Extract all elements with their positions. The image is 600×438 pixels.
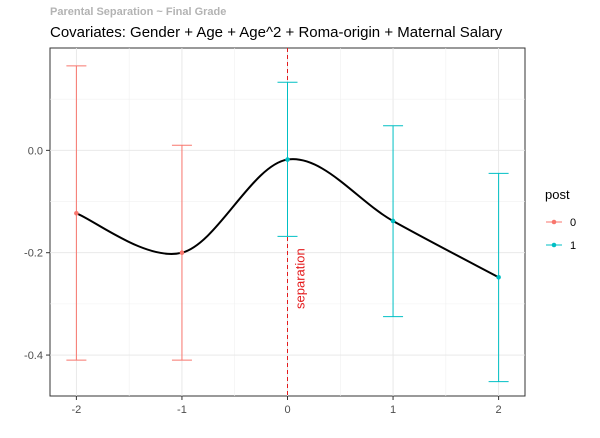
y-tick-label: -0.4: [24, 350, 43, 362]
separation-label: separation: [293, 248, 308, 309]
legend-key-point: [551, 219, 557, 225]
x-tick-label: 1: [390, 404, 396, 416]
data-point: [496, 274, 501, 280]
x-tick-label: 2: [496, 404, 502, 416]
axes: -2 -1 0 1 2 0.0 -0.2 -0.4: [24, 145, 502, 416]
y-tick-label: -0.2: [24, 248, 43, 260]
legend-title: post: [545, 187, 570, 202]
y-tick-label: 0.0: [28, 145, 43, 157]
legend-key-point: [551, 242, 557, 248]
legend-label: 1: [570, 240, 576, 252]
data-point: [179, 250, 185, 256]
data-point: [285, 157, 290, 162]
legend: post 0 1: [545, 187, 576, 252]
legend-label: 0: [570, 217, 576, 229]
x-tick-label: -2: [71, 404, 81, 416]
data-points: [74, 157, 501, 280]
data-point: [74, 211, 79, 216]
data-point: [390, 218, 396, 224]
chart-title: Covariates: Gender + Age + Age^2 + Roma-…: [50, 24, 503, 41]
chart-supertitle: Parental Separation ~ Final Grade: [50, 6, 227, 18]
x-tick-label: -1: [177, 404, 187, 416]
x-tick-label: 0: [284, 404, 290, 416]
